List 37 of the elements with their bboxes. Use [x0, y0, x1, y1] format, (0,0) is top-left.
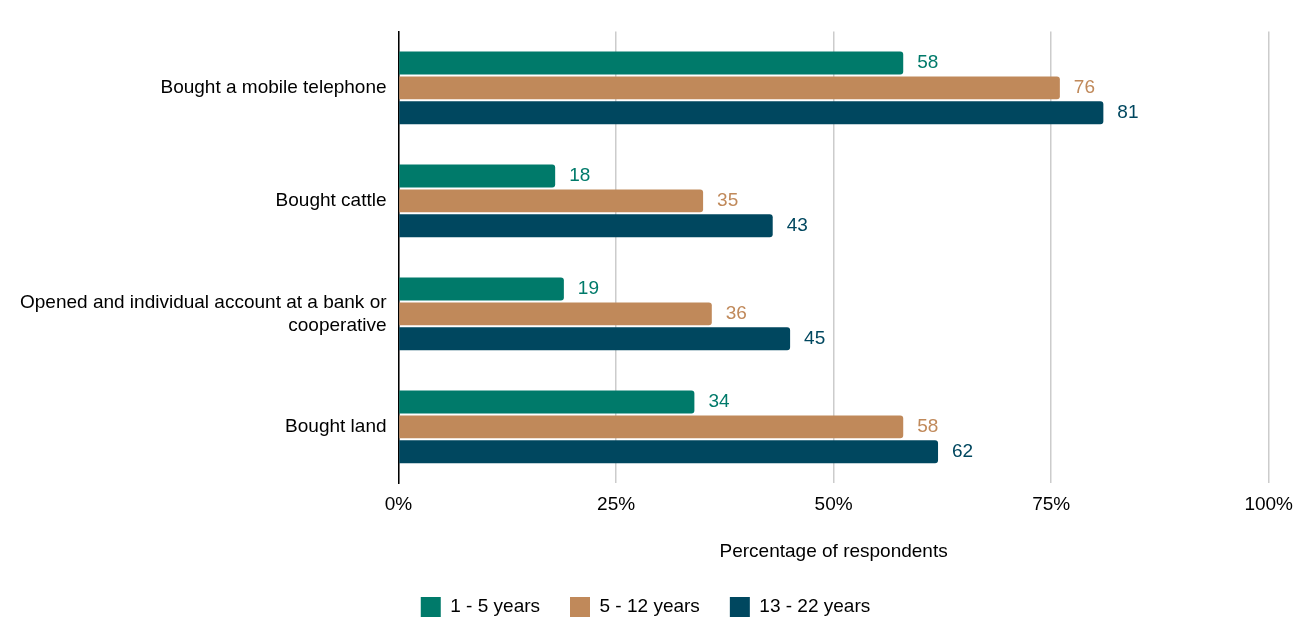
bar	[399, 101, 1104, 125]
y-tick-label: Bought a mobile telephone	[160, 76, 387, 98]
y-tick-label: Opened and individual account at a bank or cooperative	[19, 290, 388, 335]
legend-label: 1 - 5 years	[450, 595, 541, 617]
legend-label: 13 - 22 years	[759, 595, 871, 617]
data-label: 81	[1117, 100, 1139, 122]
bar	[399, 390, 695, 414]
bar	[399, 214, 773, 238]
data-label: 35	[717, 189, 739, 211]
bar	[399, 189, 704, 213]
x-tick-label: 25%	[597, 493, 636, 515]
data-label: 76	[1073, 76, 1095, 98]
data-label: 19	[577, 277, 600, 299]
data-label: 58	[917, 415, 939, 437]
legend-label: 5 - 12 years	[599, 595, 700, 617]
bar	[399, 51, 904, 75]
data-label: 62	[952, 439, 974, 461]
bar	[399, 415, 904, 439]
y-tick-label: Bought land	[285, 415, 387, 437]
bar	[399, 440, 939, 464]
y-tick-label: Bought cattle	[275, 189, 387, 211]
x-tick-label: 0%	[384, 493, 413, 515]
bar	[399, 277, 564, 301]
bar	[399, 327, 791, 351]
x-tick-label: 75%	[1032, 493, 1071, 515]
x-tick-label: 100%	[1244, 493, 1294, 515]
bar	[399, 76, 1060, 100]
bar	[399, 302, 712, 326]
x-tick-label: 50%	[814, 493, 853, 515]
x-axis-title: Percentage of respondents	[719, 539, 948, 561]
data-label: 45	[804, 326, 826, 348]
data-label: 36	[725, 302, 747, 324]
data-label: 18	[569, 164, 591, 186]
data-label: 58	[917, 51, 939, 73]
data-label: 34	[708, 390, 730, 412]
bar	[399, 164, 556, 188]
data-label: 43	[786, 213, 808, 235]
